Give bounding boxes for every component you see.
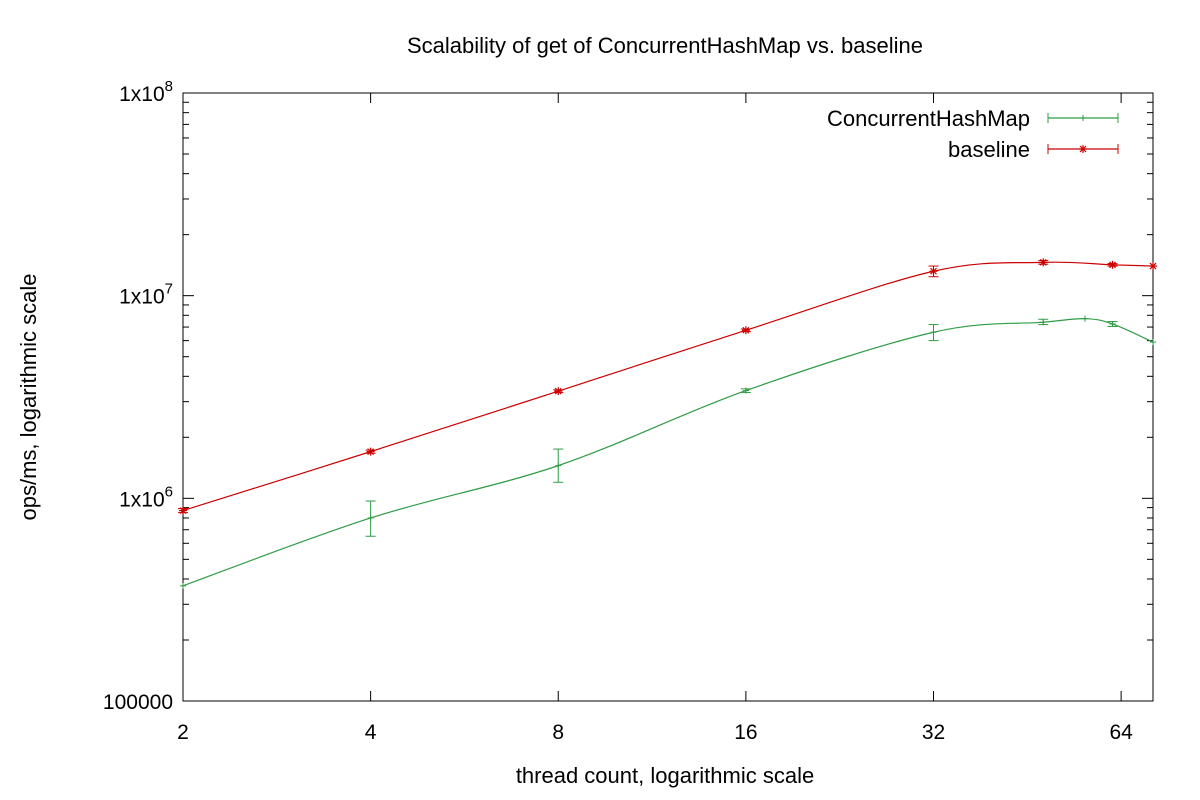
point-marker — [179, 506, 187, 515]
point-marker — [1081, 315, 1088, 322]
marker-d2 — [179, 507, 187, 515]
y-tick-label: 1x107 — [119, 281, 173, 309]
marker-d2 — [554, 387, 562, 395]
series-line — [182, 261, 1154, 512]
data-point — [1107, 260, 1118, 269]
x-tick-label: 32 — [922, 721, 945, 744]
series-layer — [178, 258, 1157, 589]
data-point — [1038, 258, 1049, 267]
point-marker — [1108, 260, 1117, 269]
x-tick-label: 16 — [734, 721, 757, 744]
x-tick-label: 8 — [552, 721, 564, 744]
data-point — [180, 582, 186, 589]
x-tick-label: 4 — [365, 721, 377, 744]
point-marker — [366, 447, 375, 456]
legend-item: ConcurrentHashMap — [827, 106, 1119, 131]
marker-d2 — [1109, 261, 1116, 269]
data-point — [928, 265, 939, 278]
point-marker — [180, 582, 186, 589]
legend-label: ConcurrentHashMap — [827, 106, 1030, 131]
data-point — [1038, 318, 1049, 326]
point-marker — [742, 387, 749, 394]
data-point — [178, 506, 188, 515]
point-marker — [554, 387, 563, 396]
marker-d2 — [367, 448, 375, 456]
chart-title: Scalability of get of ConcurrentHashMap … — [407, 33, 923, 58]
marker-d2 — [742, 326, 750, 334]
x-tick-label: 2 — [177, 721, 189, 744]
data-point — [740, 387, 751, 394]
data-point — [1107, 320, 1118, 327]
x-tick-label: 64 — [1109, 721, 1133, 744]
data-point — [1149, 262, 1157, 271]
data-point — [1150, 339, 1156, 346]
point-marker — [1040, 319, 1047, 326]
series-line — [182, 318, 1154, 587]
x-axis-label: thread count, logarithmic scale — [516, 763, 814, 788]
point-marker — [555, 462, 562, 469]
marker-d2 — [1149, 262, 1157, 270]
legend: ConcurrentHashMap baseline — [827, 106, 1119, 162]
point-marker — [741, 326, 750, 335]
point-marker — [367, 514, 374, 521]
data-point — [365, 500, 376, 537]
series-baseline — [178, 258, 1157, 515]
point-marker — [1109, 320, 1116, 327]
marker-d2 — [1039, 258, 1047, 266]
axis-ticks: 2 4 8 16 32 64 100000 1x106 1x107 1x108 — [103, 78, 1153, 744]
legend-label: baseline — [948, 137, 1030, 162]
data-point — [553, 448, 564, 483]
data-point — [553, 387, 564, 396]
y-tick-label: 100000 — [103, 691, 173, 714]
data-point — [1081, 315, 1088, 322]
point-marker — [929, 267, 938, 276]
data-point — [740, 326, 751, 335]
point-marker — [1149, 262, 1157, 271]
legend-marker — [1079, 145, 1087, 153]
point-marker — [930, 329, 937, 336]
legend-item: baseline — [948, 137, 1119, 162]
y-tick-label: 1x106 — [119, 483, 173, 511]
marker-d2 — [930, 267, 937, 275]
data-point — [928, 324, 939, 342]
legend-marker — [1080, 115, 1086, 121]
series-concurrenthashmap — [180, 315, 1156, 589]
point-marker — [1150, 339, 1156, 346]
plot-frame — [182, 92, 1154, 702]
y-axis-label: ops/ms, logarithmic scale — [16, 274, 41, 521]
data-point — [365, 447, 376, 456]
marker-d2 — [1079, 145, 1087, 153]
point-marker — [1039, 258, 1048, 267]
y-tick-label: 1x108 — [119, 78, 173, 106]
